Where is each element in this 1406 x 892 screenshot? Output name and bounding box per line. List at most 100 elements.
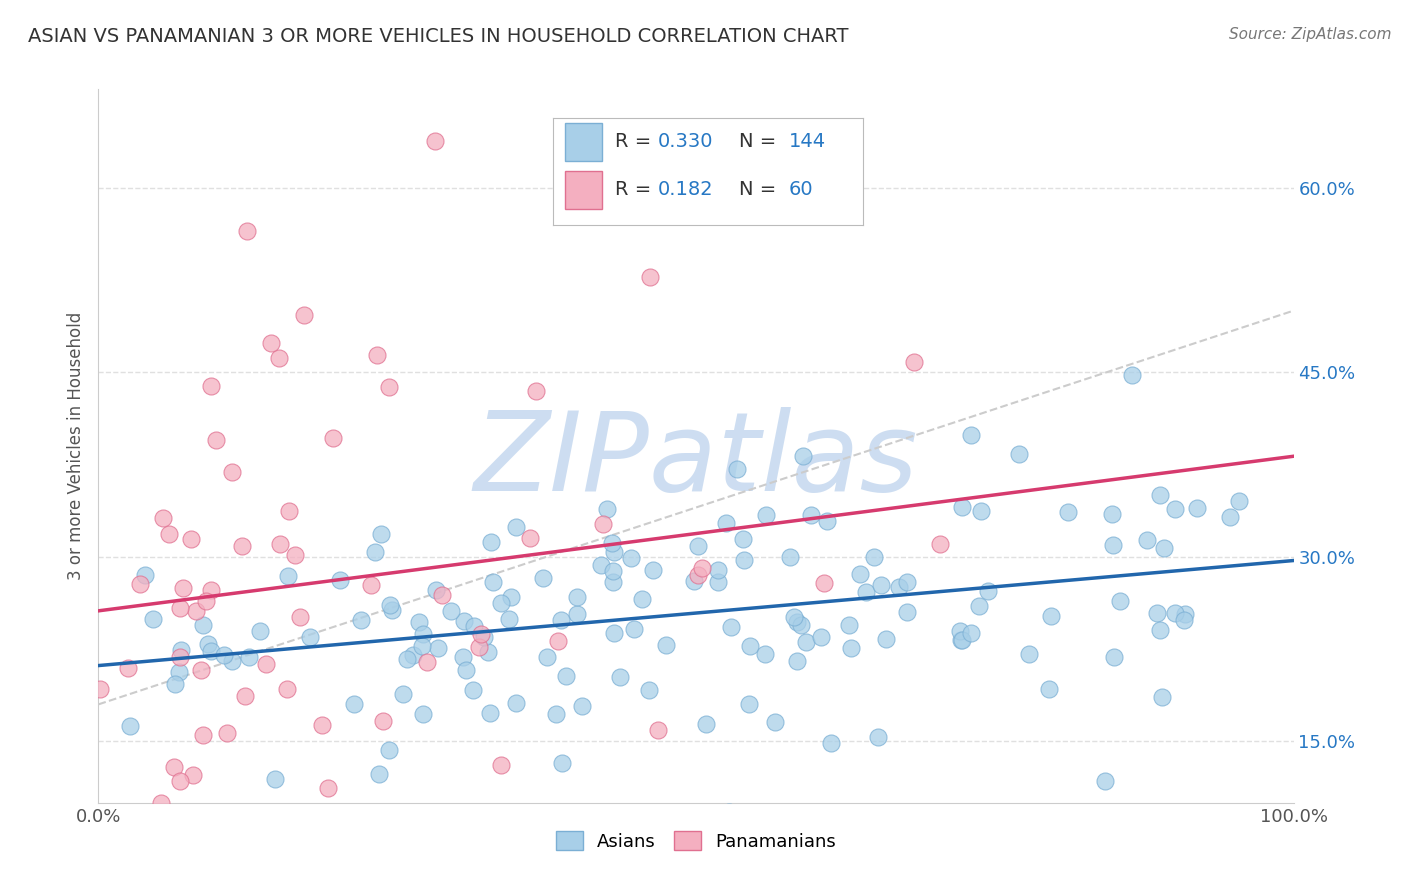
Point <box>620 551 643 566</box>
Point <box>157 527 180 541</box>
Point <box>555 669 578 683</box>
Point <box>565 590 588 604</box>
Point <box>499 591 522 605</box>
Point <box>1163 606 1185 620</box>
Point <box>738 697 761 711</box>
Point <box>489 596 512 610</box>
Point <box>1149 623 1171 637</box>
Point <box>810 630 832 644</box>
Point <box>440 604 463 618</box>
Point <box>150 796 173 810</box>
Point <box>571 699 593 714</box>
Point <box>688 539 710 553</box>
Point <box>1121 368 1143 382</box>
Point <box>536 649 558 664</box>
Point <box>875 632 897 646</box>
Point <box>277 569 299 583</box>
Point <box>839 641 862 656</box>
Point <box>489 758 512 772</box>
Point <box>887 581 910 595</box>
Point <box>276 682 298 697</box>
Point <box>288 610 311 624</box>
Point <box>531 571 554 585</box>
Y-axis label: 3 or more Vehicles in Household: 3 or more Vehicles in Household <box>66 312 84 580</box>
Point <box>1173 613 1195 627</box>
Point <box>949 624 972 638</box>
Point <box>236 224 259 238</box>
Point <box>868 731 890 745</box>
Point <box>408 615 430 629</box>
Text: ZIPatlas: ZIPatlas <box>474 407 918 514</box>
Point <box>690 561 713 575</box>
Point <box>329 573 352 587</box>
Point <box>794 635 817 649</box>
Point <box>792 449 814 463</box>
Point <box>609 671 631 685</box>
Point <box>322 431 344 445</box>
Point <box>589 558 612 573</box>
Point <box>470 626 492 640</box>
Point <box>453 614 475 628</box>
Point <box>423 134 446 148</box>
Point <box>463 619 485 633</box>
Point <box>191 728 214 742</box>
Text: Source: ZipAtlas.com: Source: ZipAtlas.com <box>1229 27 1392 42</box>
Point <box>1136 533 1159 547</box>
Point <box>551 756 574 770</box>
Point <box>402 648 425 663</box>
Point <box>603 625 626 640</box>
Point <box>350 613 373 627</box>
Point <box>1174 607 1197 622</box>
Point <box>316 781 339 796</box>
Point <box>647 723 669 737</box>
Point <box>360 578 382 592</box>
Point <box>631 592 654 607</box>
Point <box>461 683 484 698</box>
Point <box>311 718 333 732</box>
Point <box>172 581 194 595</box>
Point <box>366 348 388 362</box>
Point <box>190 664 212 678</box>
Point <box>1153 541 1175 556</box>
Point <box>169 600 191 615</box>
Point <box>1094 773 1116 788</box>
Point <box>1018 647 1040 661</box>
Point <box>367 767 389 781</box>
Point <box>903 354 925 368</box>
Point <box>170 643 193 657</box>
Point <box>815 514 838 528</box>
Point <box>195 594 218 608</box>
Point <box>451 649 474 664</box>
Point <box>370 526 392 541</box>
Point <box>396 652 419 666</box>
Point <box>505 520 527 534</box>
Point <box>505 696 527 710</box>
Point <box>1219 510 1241 524</box>
Point <box>142 612 165 626</box>
Point <box>686 568 709 582</box>
Point <box>472 630 495 644</box>
Point <box>720 620 742 634</box>
Point <box>163 759 186 773</box>
Point <box>169 774 191 789</box>
Point <box>655 638 678 652</box>
Point <box>600 536 623 550</box>
Point <box>134 567 156 582</box>
Point <box>477 645 499 659</box>
Point <box>456 663 478 677</box>
Point <box>278 503 301 517</box>
Point <box>1227 494 1250 508</box>
Point <box>1008 447 1031 461</box>
Point <box>550 613 572 627</box>
Text: ASIAN VS PANAMANIAN 3 OR MORE VEHICLES IN HOUSEHOLD CORRELATION CHART: ASIAN VS PANAMANIAN 3 OR MORE VEHICLES I… <box>28 27 849 45</box>
Point <box>204 433 226 447</box>
Point <box>238 650 260 665</box>
Point <box>343 697 366 711</box>
Point <box>896 605 918 619</box>
Point <box>967 599 990 613</box>
Point <box>457 845 479 859</box>
Point <box>838 617 860 632</box>
Point <box>221 465 243 479</box>
Point <box>849 567 872 582</box>
Point <box>602 574 624 589</box>
